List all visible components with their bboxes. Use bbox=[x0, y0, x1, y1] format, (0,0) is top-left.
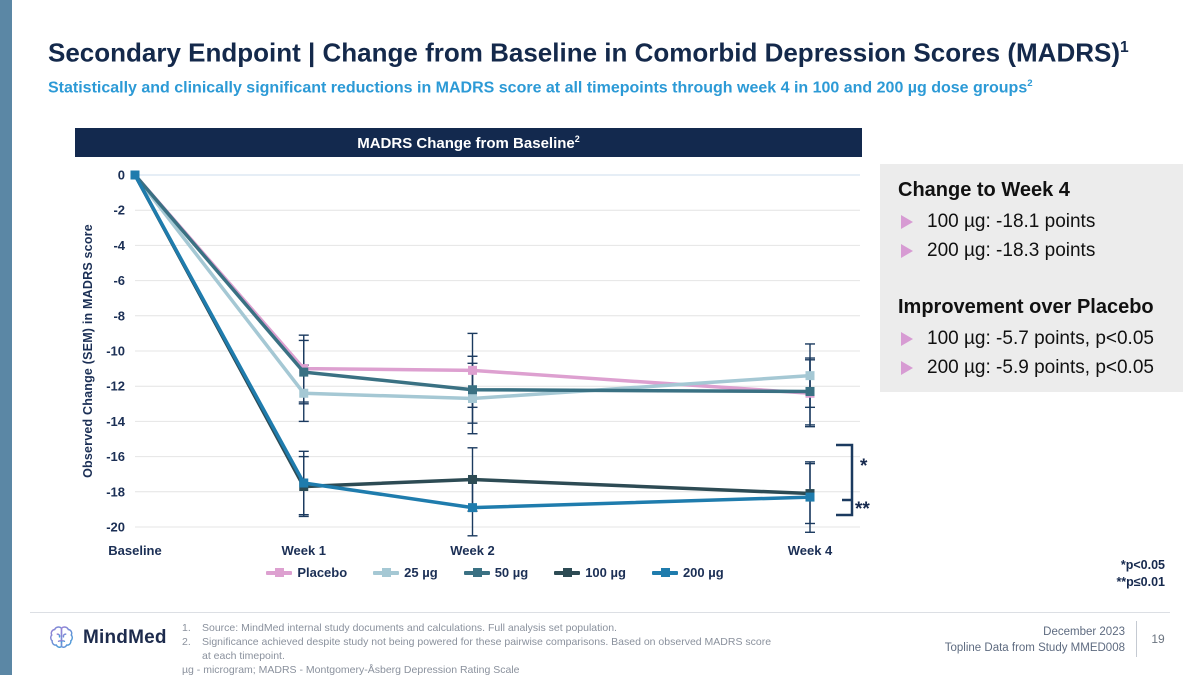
brain-logo-icon bbox=[50, 626, 73, 648]
series-line-25-µg bbox=[133, 173, 811, 401]
footnotes: 1. Source: MindMed internal study docume… bbox=[182, 621, 782, 675]
triangle-bullet-icon bbox=[901, 243, 913, 258]
y-tick-label: -16 bbox=[106, 449, 125, 464]
footnote-1: 1. Source: MindMed internal study docume… bbox=[182, 622, 617, 634]
series-marker bbox=[805, 371, 815, 381]
y-tick-label: 0 bbox=[118, 168, 125, 183]
chart-legend: Placebo 25 µg 50 µg 100 µg 200 µg bbox=[135, 565, 855, 580]
callout-bullet-text: 100 µg: -18.1 points bbox=[927, 211, 1096, 232]
significance-note-line2: **p≤0.01 bbox=[1116, 575, 1165, 589]
y-tick-label: -6 bbox=[113, 273, 125, 288]
legend-item-25-µg: 25 µg bbox=[373, 565, 438, 580]
footnote-2: 2. Significance achieved despite study n… bbox=[182, 636, 772, 662]
series-marker bbox=[468, 474, 477, 484]
page-title: Secondary Endpoint | Change from Baselin… bbox=[48, 32, 1193, 69]
footer-date-study: December 2023 Topline Data from Study MM… bbox=[905, 624, 1125, 656]
series-marker bbox=[299, 388, 309, 398]
series-line-200-µg bbox=[133, 174, 811, 510]
bracket-star-label: * bbox=[860, 456, 868, 477]
callout-bullet: 100 µg: -18.1 points bbox=[898, 207, 1173, 236]
page-title-superscript: 1 bbox=[1120, 39, 1129, 56]
triangle-bullet-icon bbox=[901, 331, 913, 346]
legend-marker-icon bbox=[373, 568, 400, 577]
x-tick-label: Baseline bbox=[108, 543, 161, 558]
footnote-abbreviations: µg - microgram; MADRS - Montgomery-Åsber… bbox=[182, 664, 520, 675]
legend-label: 100 µg bbox=[585, 565, 626, 580]
callout-bullet-text: 100 µg: -5.7 points, p<0.05 bbox=[927, 328, 1154, 349]
triangle-bullet-icon bbox=[901, 214, 913, 229]
series-marker bbox=[805, 492, 815, 502]
page-subtitle: Statistically and clinically significant… bbox=[48, 78, 1188, 97]
series-marker bbox=[299, 367, 309, 377]
y-tick-label: -20 bbox=[106, 520, 125, 535]
page-title-text: Secondary Endpoint | Change from Baselin… bbox=[48, 37, 1120, 68]
callout-bullet-text: 200 µg: -5.9 points, p<0.05 bbox=[927, 357, 1154, 378]
legend-marker-icon bbox=[554, 568, 581, 577]
legend-label: 50 µg bbox=[494, 565, 529, 580]
callout-heading-improvement-over-placebo: Improvement over Placebo bbox=[898, 296, 1154, 318]
callout-bullet: 200 µg: -18.3 points bbox=[898, 236, 1173, 265]
series-marker bbox=[468, 385, 477, 395]
page-number: 19 bbox=[1151, 632, 1165, 646]
y-tick-label: -14 bbox=[106, 414, 126, 429]
legend-marker-icon bbox=[266, 568, 293, 577]
series-marker bbox=[468, 394, 477, 404]
series-marker bbox=[468, 365, 477, 375]
callout-bullet-text: 200 µg: -18.3 points bbox=[927, 240, 1096, 261]
legend-item-100-µg: 100 µg bbox=[554, 565, 626, 580]
legend-item-Placebo: Placebo bbox=[266, 565, 347, 580]
y-tick-label: -2 bbox=[113, 203, 125, 218]
x-tick-label: Week 1 bbox=[281, 543, 326, 558]
logo-wordmark: MindMed bbox=[83, 626, 167, 648]
legend-marker-icon bbox=[651, 568, 678, 577]
legend-marker-icon bbox=[463, 568, 490, 577]
series-marker bbox=[130, 170, 140, 180]
x-tick-label: Week 4 bbox=[788, 543, 833, 558]
y-tick-label: -4 bbox=[113, 238, 125, 253]
series-marker bbox=[468, 503, 477, 513]
significance-note-line1: *p<0.05 bbox=[1120, 558, 1165, 572]
significance-note: *p<0.05 **p≤0.01 bbox=[1040, 557, 1165, 591]
y-tick-label: -8 bbox=[113, 308, 125, 323]
page-subtitle-superscript: 2 bbox=[1027, 78, 1033, 89]
legend-item-50-µg: 50 µg bbox=[463, 565, 529, 580]
significance-bracket bbox=[836, 443, 854, 517]
callout-bullet: 200 µg: -5.9 points, p<0.05 bbox=[898, 353, 1173, 382]
series-line-50-µg bbox=[133, 173, 811, 394]
y-tick-label: -12 bbox=[106, 379, 125, 394]
bracket-double-star-label: ** bbox=[855, 499, 870, 520]
footer-study: Topline Data from Study MMED008 bbox=[944, 642, 1125, 654]
callout-bullet: 100 µg: -5.7 points, p<0.05 bbox=[898, 324, 1173, 353]
footer-date: December 2023 bbox=[1043, 626, 1125, 638]
accent-edge-bar bbox=[0, 0, 12, 675]
callout-heading-change-to-week4: Change to Week 4 bbox=[898, 179, 1070, 201]
legend-label: 200 µg bbox=[682, 565, 724, 580]
legend-item-200-µg: 200 µg bbox=[651, 565, 724, 580]
x-tick-label: Week 2 bbox=[450, 543, 495, 558]
madrs-line-chart: 0 -2 -4 -6 -8 -10 -12 -14 -16 -18 -20 Baseline Week … bbox=[81, 168, 870, 559]
chart-title-bar: MADRS Change from Baseline2 bbox=[75, 128, 862, 157]
series-marker bbox=[805, 386, 815, 396]
y-tick-label: -18 bbox=[106, 484, 125, 499]
footer-divider-line bbox=[30, 612, 1170, 613]
footer-vertical-divider bbox=[1136, 621, 1137, 657]
chart-title-superscript: 2 bbox=[574, 133, 580, 144]
legend-label: 25 µg bbox=[404, 565, 438, 580]
triangle-bullet-icon bbox=[901, 360, 913, 375]
callout-panel: Change to Week 4 100 µg: -18.1 points 20… bbox=[880, 164, 1183, 392]
y-axis-title: Observed Change (SEM) in MADRS score bbox=[81, 224, 95, 478]
mindmed-logo: MindMed bbox=[48, 624, 167, 651]
chart-title: MADRS Change from Baseline2 bbox=[357, 133, 580, 152]
page-subtitle-text: Statistically and clinically significant… bbox=[48, 79, 1028, 97]
y-tick-label: -10 bbox=[106, 344, 125, 359]
series-marker bbox=[299, 478, 309, 488]
legend-label: Placebo bbox=[297, 565, 348, 580]
